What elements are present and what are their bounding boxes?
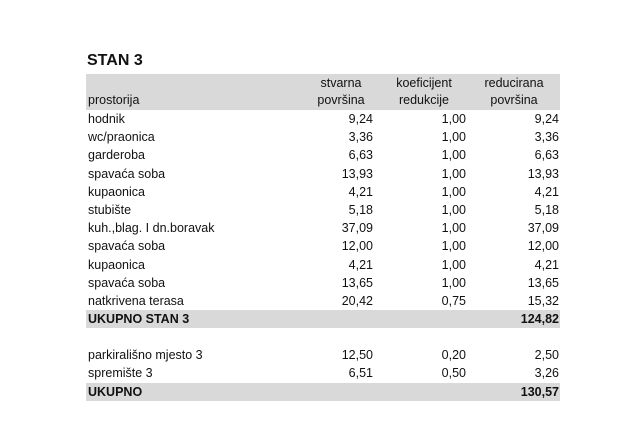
reduced-area-cell: 5,18: [534, 202, 559, 217]
actual-area-cell: 4,21: [348, 257, 373, 272]
table-row: kupaonica 4,21 1,00 4,21: [86, 183, 560, 201]
actual-area-cell: 3,36: [348, 130, 373, 145]
coefficient-cell: 1,00: [441, 148, 466, 163]
actual-area-cell: 13,93: [341, 166, 373, 181]
header-room: prostorija: [88, 93, 140, 107]
header-coef-line2: redukcije: [398, 93, 450, 107]
actual-area-cell: 4,21: [348, 184, 373, 199]
room-cell: parkirališno mjesto 3: [88, 348, 203, 363]
table-row: parkirališno mjesto 3 12,50 0,20 2,50: [86, 346, 560, 364]
coefficient-cell: 0,20: [441, 348, 466, 363]
reduced-area-cell: 3,26: [534, 366, 559, 381]
actual-area-cell: 5,18: [348, 202, 373, 217]
actual-area-cell: 12,50: [341, 348, 373, 363]
coefficient-cell: 1,00: [441, 184, 466, 199]
total-value: 130,57: [520, 384, 559, 399]
coefficient-cell: 1,00: [441, 202, 466, 217]
table-header: prostorija stvarna površina koeficijent …: [86, 74, 560, 110]
room-cell: spremište 3: [88, 366, 153, 381]
subtotal-row: UKUPNO STAN 3 124,82: [86, 310, 560, 329]
header-actual-line2: površina: [317, 93, 365, 107]
table-row: wc/praonica 3,36 1,00 3,36: [86, 128, 560, 146]
reduced-area-cell: 4,21: [534, 257, 559, 272]
table-row: hodnik 9,24 1,00 9,24: [86, 110, 560, 128]
reduced-area-cell: 2,50: [534, 348, 559, 363]
room-cell: garderoba: [88, 148, 145, 163]
reduced-area-cell: 12,00: [527, 239, 559, 254]
actual-area-cell: 6,63: [348, 148, 373, 163]
room-cell: stubište: [88, 202, 132, 217]
subtotal-label: UKUPNO STAN 3: [88, 312, 190, 327]
subtotal-value: 124,82: [520, 312, 559, 327]
coefficient-cell: 1,00: [441, 239, 466, 254]
reduced-area-cell: 4,21: [534, 184, 559, 199]
header-reduced-line1: reducirana: [484, 76, 544, 90]
room-cell: hodnik: [88, 112, 125, 126]
room-cell: wc/praonica: [88, 130, 155, 145]
coefficient-cell: 1,00: [441, 112, 466, 126]
table-row: garderoba 6,63 1,00 6,63: [86, 146, 560, 164]
reduced-area-cell: 15,32: [527, 293, 559, 308]
coefficient-cell: 1,00: [441, 257, 466, 272]
coefficient-cell: 1,00: [441, 130, 466, 145]
coefficient-cell: 0,50: [441, 366, 466, 381]
room-cell: kupaonica: [88, 184, 145, 199]
table-row: spavaća soba 13,93 1,00 13,93: [86, 165, 560, 183]
table-row: natkrivena terasa 20,42 0,75 15,32: [86, 292, 560, 310]
actual-area-cell: 20,42: [341, 293, 373, 308]
table-row: spremište 3 6,51 0,50 3,26: [86, 364, 560, 382]
area-table: prostorija stvarna površina koeficijent …: [86, 74, 560, 401]
actual-area-cell: 9,24: [348, 112, 373, 126]
room-cell: natkrivena terasa: [88, 293, 184, 308]
total-row: UKUPNO 130,57: [86, 382, 560, 401]
total-label: UKUPNO: [88, 384, 143, 399]
page-title: STAN 3: [87, 52, 143, 69]
table-row: kupaonica 4,21 1,00 4,21: [86, 256, 560, 274]
room-cell: spavaća soba: [88, 275, 166, 290]
header-reduced-line2: površina: [490, 93, 538, 107]
spacer: [86, 328, 560, 346]
coefficient-cell: 1,00: [441, 221, 466, 236]
table-row: kuh.,blag. I dn.boravak 37,09 1,00 37,09: [86, 219, 560, 237]
header-coef-line1: koeficijent: [396, 76, 452, 90]
actual-area-cell: 6,51: [348, 366, 373, 381]
actual-area-cell: 37,09: [341, 221, 373, 236]
header-actual-line1: stvarna: [320, 76, 362, 90]
reduced-area-cell: 13,65: [527, 275, 559, 290]
actual-area-cell: 12,00: [341, 239, 373, 254]
table-row: stubište 5,18 1,00 5,18: [86, 201, 560, 219]
room-cell: kuh.,blag. I dn.boravak: [88, 221, 215, 236]
actual-area-cell: 13,65: [341, 275, 373, 290]
coefficient-cell: 1,00: [441, 166, 466, 181]
table-row: spavaća soba 12,00 1,00 12,00: [86, 237, 560, 255]
coefficient-cell: 0,75: [441, 293, 466, 308]
room-cell: spavaća soba: [88, 166, 166, 181]
coefficient-cell: 1,00: [441, 275, 466, 290]
reduced-area-cell: 3,36: [534, 130, 559, 145]
room-cell: kupaonica: [88, 257, 145, 272]
reduced-area-cell: 6,63: [534, 148, 559, 163]
table-row: spavaća soba 13,65 1,00 13,65: [86, 274, 560, 292]
reduced-area-cell: 37,09: [527, 221, 559, 236]
room-cell: spavaća soba: [88, 239, 166, 254]
reduced-area-cell: 9,24: [534, 112, 559, 126]
reduced-area-cell: 13,93: [527, 166, 559, 181]
